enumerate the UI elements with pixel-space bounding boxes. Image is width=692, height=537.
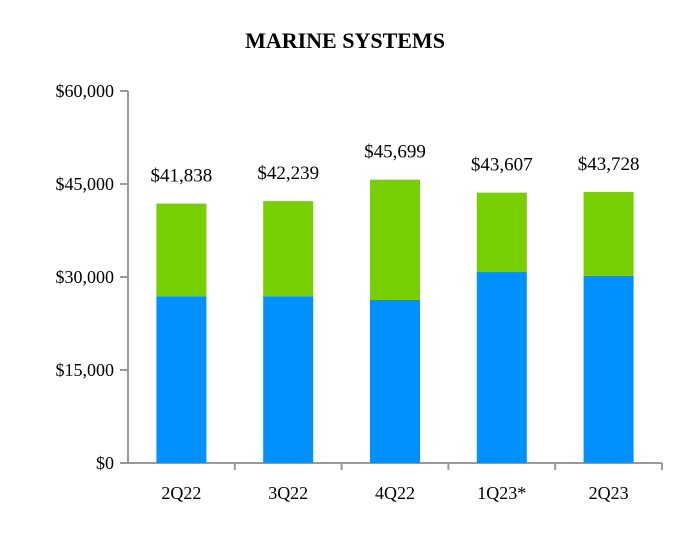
data-label: $43,607 — [471, 155, 533, 176]
bar-segment-1 — [156, 203, 207, 297]
data-label: $41,838 — [151, 166, 213, 187]
data-label: $43,728 — [578, 154, 640, 175]
y-tick-label: $45,000 — [56, 174, 115, 194]
bar-segment-1 — [263, 201, 314, 297]
bar-segment-0 — [583, 275, 634, 463]
y-tick-label: $30,000 — [56, 267, 115, 287]
x-tick-label: 3Q22 — [268, 483, 308, 503]
chart-title: MARINE SYSTEMS — [245, 28, 445, 53]
y-tick-label: $0 — [96, 453, 114, 473]
y-tick-label: $15,000 — [56, 360, 115, 380]
bar-segment-1 — [583, 191, 634, 276]
x-tick-label: 2Q22 — [161, 483, 201, 503]
x-tick-label: 4Q22 — [375, 483, 415, 503]
bar-segment-0 — [263, 296, 314, 463]
bar-segment-0 — [370, 299, 420, 463]
bar-segment-1 — [476, 192, 527, 273]
y-tick-label: $60,000 — [56, 81, 115, 101]
bar-segment-1 — [370, 179, 420, 300]
x-tick-label: 1Q23* — [477, 483, 526, 503]
bar-segment-0 — [156, 296, 207, 463]
data-label: $45,699 — [364, 142, 426, 163]
bar-segment-0 — [476, 272, 527, 463]
x-tick-label: 2Q23 — [589, 483, 629, 503]
data-label: $42,239 — [257, 163, 319, 184]
